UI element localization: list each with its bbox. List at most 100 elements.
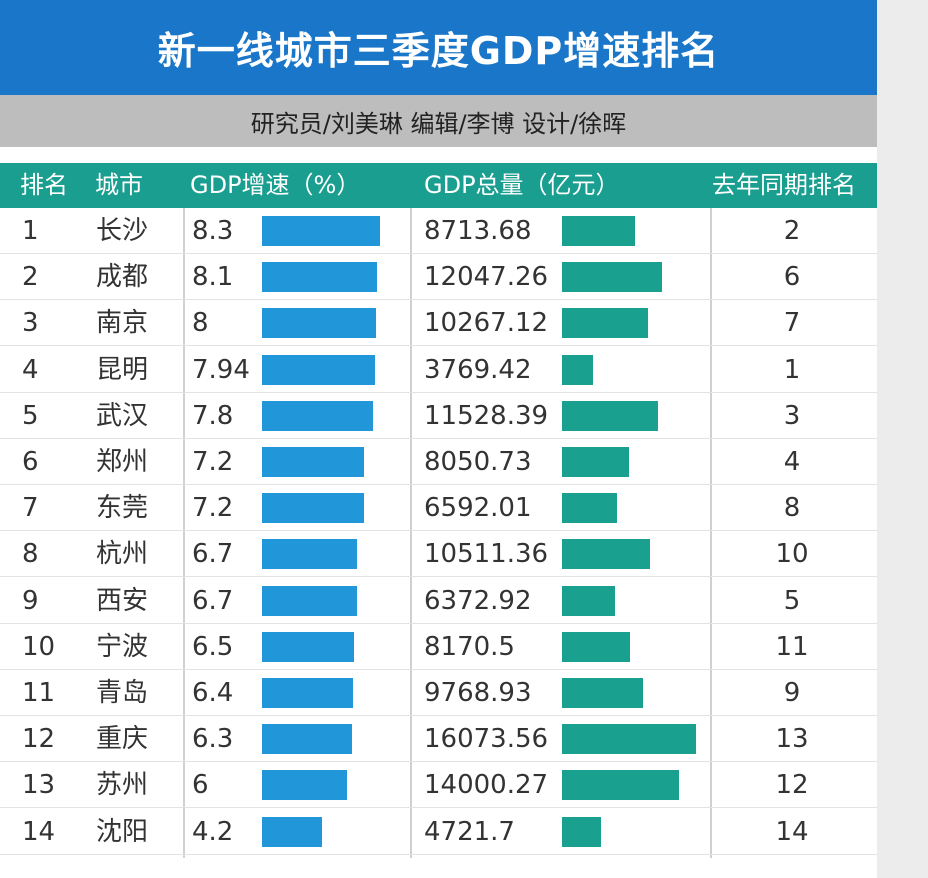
growth-value: 8.1 <box>192 262 234 292</box>
rank-cell: 7 <box>22 493 39 523</box>
growth-value: 7.2 <box>192 447 234 477</box>
growth-bar <box>262 493 364 523</box>
total-bar <box>562 770 679 800</box>
total-bar <box>562 355 593 385</box>
growth-bar <box>262 539 357 569</box>
row-separator <box>0 345 877 346</box>
header-total: GDP总量（亿元） <box>424 171 620 199</box>
page-title: 新一线城市三季度GDP增速排名 <box>157 29 720 73</box>
growth-value: 6.3 <box>192 724 234 754</box>
table-row: 6 郑州 7.2 8050.73 4 <box>0 439 877 485</box>
table-row: 10 宁波 6.5 8170.5 11 <box>0 624 877 670</box>
growth-bar <box>262 447 364 477</box>
table-row: 4 昆明 7.94 3769.42 1 <box>0 347 877 393</box>
header-last-year-rank: 去年同期排名 <box>712 171 856 199</box>
city-cell: 西安 <box>96 586 149 616</box>
total-value: 4721.7 <box>424 817 515 847</box>
row-separator <box>0 392 877 393</box>
row-separator <box>0 854 877 855</box>
rank-cell: 14 <box>22 817 56 847</box>
city-cell: 郑州 <box>96 447 149 477</box>
city-cell: 杭州 <box>96 539 149 569</box>
table-row: 5 武汉 7.8 11528.39 3 <box>0 393 877 439</box>
growth-value: 7.94 <box>192 355 250 385</box>
last-year-rank-cell: 9 <box>783 678 801 708</box>
last-year-rank-cell: 14 <box>775 817 809 847</box>
total-value: 10267.12 <box>424 308 549 338</box>
city-cell: 东莞 <box>96 493 149 523</box>
growth-bar <box>262 308 376 338</box>
row-separator <box>0 438 877 439</box>
total-value: 8170.5 <box>424 632 515 662</box>
rank-cell: 1 <box>22 216 39 246</box>
city-cell: 长沙 <box>96 216 149 246</box>
row-separator <box>0 484 877 485</box>
total-bar <box>562 401 658 431</box>
growth-value: 8.3 <box>192 216 234 246</box>
city-cell: 沈阳 <box>96 817 149 847</box>
table-row: 13 苏州 6 14000.27 12 <box>0 762 877 808</box>
city-cell: 南京 <box>96 308 149 338</box>
growth-bar <box>262 770 347 800</box>
table-row: 11 青岛 6.4 9768.93 9 <box>0 670 877 716</box>
total-value: 9768.93 <box>424 678 532 708</box>
row-separator <box>0 807 877 808</box>
total-value: 8050.73 <box>424 447 532 477</box>
city-cell: 苏州 <box>96 770 149 800</box>
row-separator <box>0 530 877 531</box>
rank-cell: 9 <box>22 586 39 616</box>
table-header: 排名 城市 GDP增速（%） GDP总量（亿元） 去年同期排名 <box>0 163 877 208</box>
row-separator <box>0 715 877 716</box>
growth-value: 6.5 <box>192 632 234 662</box>
row-separator <box>0 669 877 670</box>
last-year-rank-cell: 8 <box>783 493 801 523</box>
rank-cell: 10 <box>22 632 56 662</box>
column-divider <box>183 208 185 858</box>
city-cell: 青岛 <box>96 678 149 708</box>
table-row: 3 南京 8 10267.12 7 <box>0 300 877 346</box>
total-bar <box>562 724 696 754</box>
table-row: 8 杭州 6.7 10511.36 10 <box>0 531 877 577</box>
total-value: 3769.42 <box>424 355 532 385</box>
last-year-rank-cell: 6 <box>783 262 801 292</box>
city-cell: 重庆 <box>96 724 149 754</box>
title-bar: 新一线城市三季度GDP增速排名 <box>0 0 877 95</box>
last-year-rank-cell: 12 <box>775 770 809 800</box>
last-year-rank-cell: 2 <box>783 216 801 246</box>
column-divider <box>410 208 412 858</box>
table-row: 1 长沙 8.3 8713.68 2 <box>0 208 877 254</box>
table-body: 1 长沙 8.3 8713.68 2 2 成都 8.1 12047.26 6 3 南京 8 10267.1… <box>0 208 877 858</box>
last-year-rank-cell: 3 <box>783 401 801 431</box>
row-separator <box>0 623 877 624</box>
table-row: 9 西安 6.7 6372.92 5 <box>0 578 877 624</box>
page-margin <box>877 0 928 878</box>
total-bar <box>562 678 643 708</box>
growth-bar <box>262 401 373 431</box>
rank-cell: 8 <box>22 539 39 569</box>
credits-text: 研究员/刘美琳 编辑/李博 设计/徐晖 <box>250 109 627 138</box>
last-year-rank-cell: 1 <box>783 355 801 385</box>
rank-cell: 13 <box>22 770 56 800</box>
table-row: 7 东莞 7.2 6592.01 8 <box>0 485 877 531</box>
growth-bar <box>262 262 377 292</box>
total-value: 14000.27 <box>424 770 549 800</box>
rank-cell: 5 <box>22 401 39 431</box>
table-row: 12 重庆 6.3 16073.56 13 <box>0 716 877 762</box>
total-value: 11528.39 <box>424 401 549 431</box>
row-separator <box>0 576 877 577</box>
total-value: 16073.56 <box>424 724 549 754</box>
rank-cell: 12 <box>22 724 56 754</box>
spacer <box>0 147 877 163</box>
growth-bar <box>262 586 357 616</box>
row-separator <box>0 299 877 300</box>
growth-value: 6 <box>192 770 209 800</box>
rank-cell: 3 <box>22 308 39 338</box>
credit-bar: 研究员/刘美琳 编辑/李博 设计/徐晖 <box>0 95 877 147</box>
total-bar <box>562 817 601 847</box>
rank-cell: 11 <box>22 678 56 708</box>
total-bar <box>562 262 662 292</box>
last-year-rank-cell: 10 <box>775 539 809 569</box>
total-value: 12047.26 <box>424 262 549 292</box>
rank-cell: 2 <box>22 262 39 292</box>
table-row: 14 沈阳 4.2 4721.7 14 <box>0 809 877 855</box>
